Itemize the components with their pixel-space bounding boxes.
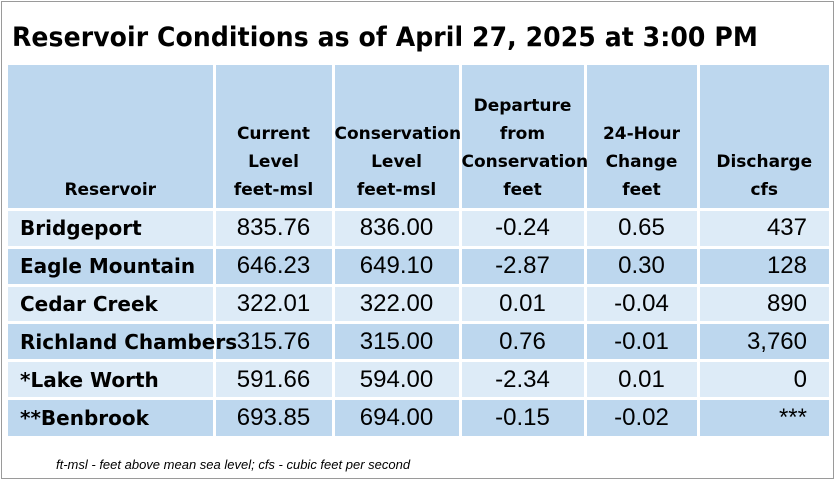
current-level-cell: 693.85	[214, 396, 335, 437]
departure-cell: -0.24	[460, 208, 587, 248]
header-unit: feet	[503, 180, 542, 200]
header-conservation-level: Conservation Level feet-msl	[333, 65, 462, 210]
current-level-cell: 591.66	[214, 359, 335, 399]
change-cell: -0.04	[585, 283, 700, 323]
change-cell: 0.30	[585, 245, 700, 286]
table-header-row: Reservoir Current Level feet-msl Conserv…	[8, 65, 829, 210]
header-text: Conservation	[334, 124, 462, 144]
header-current-level: Current Level feet-msl	[214, 65, 335, 210]
change-cell: 0.01	[585, 359, 700, 399]
reservoir-name: Cedar Creek	[8, 283, 216, 323]
header-text: 24-Hour	[602, 124, 681, 144]
table-row: Cedar Creek 322.01 322.00 0.01 -0.04 890	[8, 283, 829, 323]
table-row: Bridgeport 835.76 836.00 -0.24 0.65 437	[8, 208, 829, 248]
departure-cell: -2.87	[460, 245, 587, 286]
departure-cell: 0.76	[460, 321, 587, 361]
header-text: Level	[371, 152, 422, 172]
conservation-level-cell: 836.00	[333, 208, 462, 248]
change-cell: -0.01	[585, 321, 700, 361]
header-text: from	[499, 124, 546, 144]
current-level-cell: 322.01	[214, 283, 335, 323]
conservation-level-cell: 694.00	[333, 396, 462, 437]
header-unit: cfs	[750, 180, 779, 200]
reservoir-name: Richland Chambers	[8, 321, 237, 361]
conservation-level-cell: 649.10	[333, 245, 462, 286]
current-level-cell: 315.76	[214, 321, 335, 361]
discharge-cell: 437	[698, 208, 829, 248]
header-unit: feet-msl	[233, 180, 314, 200]
discharge-cell: ***	[698, 396, 829, 437]
reservoir-name: Bridgeport	[8, 208, 216, 248]
table-row: *Lake Worth 591.66 594.00 -2.34 0.01 0	[8, 359, 829, 399]
discharge-cell: 128	[698, 245, 829, 286]
header-text: Reservoir	[64, 180, 157, 200]
footnote: ft-msl - feet above mean sea level; cfs …	[56, 457, 411, 472]
header-departure: Departure from Conservation feet	[460, 65, 589, 210]
table-row: Eagle Mountain 646.23 649.10 -2.87 0.30 …	[8, 245, 829, 286]
discharge-cell: 0	[698, 359, 829, 399]
reservoir-table: Reservoir Current Level feet-msl Conserv…	[8, 65, 829, 437]
current-level-cell: 835.76	[214, 208, 335, 248]
reservoir-name: *Lake Worth	[8, 359, 216, 399]
conservation-level-cell: 322.00	[333, 283, 462, 323]
header-text: Departure	[473, 96, 572, 116]
header-text: Level	[248, 152, 299, 172]
change-cell: 0.65	[585, 208, 700, 248]
departure-cell: -2.34	[460, 359, 587, 399]
discharge-cell: 890	[698, 283, 829, 323]
header-24-hour-change: 24-Hour Change feet	[585, 65, 700, 210]
header-text: Current	[236, 124, 311, 144]
departure-cell: 0.01	[460, 283, 587, 323]
header-text: Conservation	[461, 152, 589, 172]
header-text: Change	[605, 152, 678, 172]
departure-cell: -0.15	[460, 396, 587, 437]
conservation-level-cell: 315.00	[333, 321, 462, 361]
change-cell: -0.02	[585, 396, 700, 437]
reservoir-name: Eagle Mountain	[8, 245, 216, 286]
header-unit: feet	[622, 180, 661, 200]
page-title: Reservoir Conditions as of April 27, 202…	[12, 22, 758, 53]
reservoir-name: **Benbrook	[8, 396, 216, 437]
header-discharge: Discharge cfs	[698, 65, 829, 210]
header-unit: feet-msl	[356, 180, 437, 200]
header-reservoir: Reservoir	[8, 65, 216, 210]
table-row: Richland Chambers 315.76 315.00 0.76 -0.…	[8, 321, 829, 361]
header-text: Discharge	[716, 152, 813, 172]
discharge-cell: 3,760	[698, 321, 829, 361]
conservation-level-cell: 594.00	[333, 359, 462, 399]
current-level-cell: 646.23	[214, 245, 335, 286]
table-row: **Benbrook 693.85 694.00 -0.15 -0.02 ***	[8, 396, 829, 437]
